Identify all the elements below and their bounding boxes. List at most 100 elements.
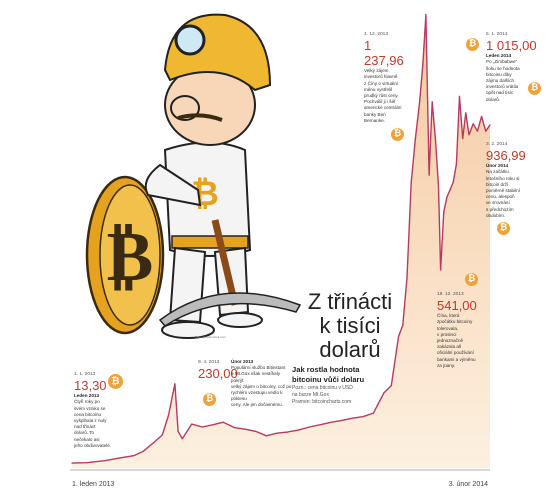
source-line: Pozn.: cena bitcoinu v USD <box>292 385 353 391</box>
photo-credit: Foto: Shutterstock.com <box>195 335 226 339</box>
price-point <box>472 123 474 125</box>
price-point <box>201 426 203 428</box>
annotation-text: opět nad tisíc <box>486 90 514 96</box>
price-point <box>153 441 155 443</box>
price-point <box>398 335 400 337</box>
price-point <box>434 137 436 140</box>
price-point <box>446 196 448 198</box>
annotation-value: 230,00 <box>198 366 238 382</box>
annotation-text: vyšplhala z nuly <box>74 418 107 424</box>
source-line: Pramen: bitcoincharts.com <box>292 399 352 405</box>
bitcoin-icon: ₿ <box>391 128 404 141</box>
annotation-text: Po „Zimbabwe“ <box>486 59 518 65</box>
bitcoin-icon: ₿ <box>497 222 510 235</box>
annotation-text: jeho obdivovatelé. <box>74 442 112 448</box>
x-axis-end-label: 3. únor 2014 <box>449 481 488 488</box>
annotation-text: jednoznačně <box>437 338 464 344</box>
annotation-text: tolerovala, <box>437 325 459 331</box>
price-point <box>330 421 332 423</box>
annotation-text: investorů hlavně <box>364 74 398 80</box>
price-point <box>425 14 427 16</box>
annotation-2013-12: 4. 12. 2013 1 237,96 Velký zájem investo… <box>364 32 414 124</box>
svg-text:₿: ₿ <box>107 214 154 297</box>
annotation-2014-02: 3. 2. 2014 936,99 Únor 2014 Na začátku l… <box>486 142 540 219</box>
price-point <box>255 430 257 432</box>
price-point <box>452 181 454 183</box>
price-point <box>489 124 491 126</box>
annotation-text: bitcoinu díky <box>486 71 512 77</box>
price-point <box>414 137 416 140</box>
annotation-value: 541,00 <box>437 298 477 314</box>
annotation-text: zakázala all <box>437 344 462 350</box>
price-point <box>133 455 135 457</box>
price-point <box>298 429 300 431</box>
annotation-text: ceny. Ale jen dočasnému. <box>231 402 284 408</box>
price-point <box>419 101 421 103</box>
price-point <box>308 426 310 428</box>
annotation-text: prudký růst ceny. <box>364 93 399 99</box>
price-point <box>431 101 433 103</box>
price-point <box>406 277 408 279</box>
annotation-text: v prosinci <box>437 331 457 337</box>
annotation-text: nad třináct <box>74 424 96 430</box>
title-line: Z třinácti <box>307 289 393 314</box>
price-point <box>104 460 106 462</box>
price-point <box>86 462 88 464</box>
annotation-date: 4. 12. 2013 <box>364 32 389 37</box>
annotation-value: 1 015,00 <box>486 38 537 54</box>
subtitle-line: Jak rostla hodnota <box>292 365 360 374</box>
annotation-text: oficiální používání <box>437 350 474 356</box>
annotation-text: Čína, která <box>437 313 460 319</box>
price-point <box>422 64 424 66</box>
annotation-2013-02-text: Únor 2013 Populární službu Bitinstant a … <box>231 359 293 409</box>
annotation-text: bitcoin drží <box>486 181 509 187</box>
bitcoin-icon: ₿ <box>108 374 123 389</box>
annotation-text: poměrně stabilní <box>486 188 520 194</box>
annotation-text: americké centrální <box>364 105 402 111</box>
price-point <box>181 438 183 440</box>
x-axis-start-label: 1. leden 2013 <box>72 481 115 488</box>
price-point <box>476 130 478 132</box>
annotation-text: Bernanke. <box>364 117 385 123</box>
annotation-text: s předchozím <box>486 206 514 212</box>
bitcoin-icon: ₿ <box>203 393 216 406</box>
price-point <box>71 462 73 464</box>
annotation-date: 9. 4. 2013 <box>198 360 220 365</box>
annotation-text: dolarů. To <box>74 430 95 436</box>
annotation-2013-01: 1. 1. 2013 13,30 Leden 2013 Čtyři roky p… <box>74 372 120 449</box>
annotation-text: letošního roku si <box>486 175 520 181</box>
annotation-text: zpočátku bitcoiny <box>437 319 473 325</box>
price-point <box>383 392 385 394</box>
price-point <box>341 419 343 421</box>
price-area <box>72 14 490 468</box>
source-line: na burze Mt.Gox <box>292 392 329 398</box>
price-point <box>142 450 144 452</box>
annotation-text: investorů vrátila <box>486 84 519 90</box>
subtitle: Jak rostla hodnota bitcoinu vůči dolaru <box>292 365 412 384</box>
price-point <box>161 434 163 436</box>
annotation-text: Únor 2013 <box>231 359 254 364</box>
price-point <box>443 211 445 213</box>
source-note: Pozn.: cena bitcoinu v USD na burze Mt.G… <box>292 385 402 406</box>
price-point <box>440 269 442 271</box>
annotation-value: 936,99 <box>486 148 526 164</box>
price-point <box>286 431 288 433</box>
annotation-text: šoku se hodnota <box>486 65 520 71</box>
annotation-text: dolarů. <box>486 96 501 102</box>
price-point <box>118 457 120 459</box>
annotation-text: Populární službu Bitinstant <box>231 365 286 371</box>
annotation-text: Čtyři roky po <box>74 399 100 405</box>
annotation-text: bankami a výměnu <box>437 356 476 362</box>
price-point <box>177 430 179 432</box>
annotation-text: Leden 2013 <box>74 393 100 399</box>
price-point <box>458 95 461 97</box>
price-point <box>174 383 176 385</box>
title-line: dolarů <box>319 337 381 362</box>
price-point <box>402 324 404 326</box>
price-point <box>212 424 214 426</box>
price-point <box>428 174 430 176</box>
annotation-text: Únor 2014 <box>486 163 509 169</box>
annotation-date: 3. 2. 2014 <box>486 142 508 147</box>
price-point <box>265 435 267 437</box>
